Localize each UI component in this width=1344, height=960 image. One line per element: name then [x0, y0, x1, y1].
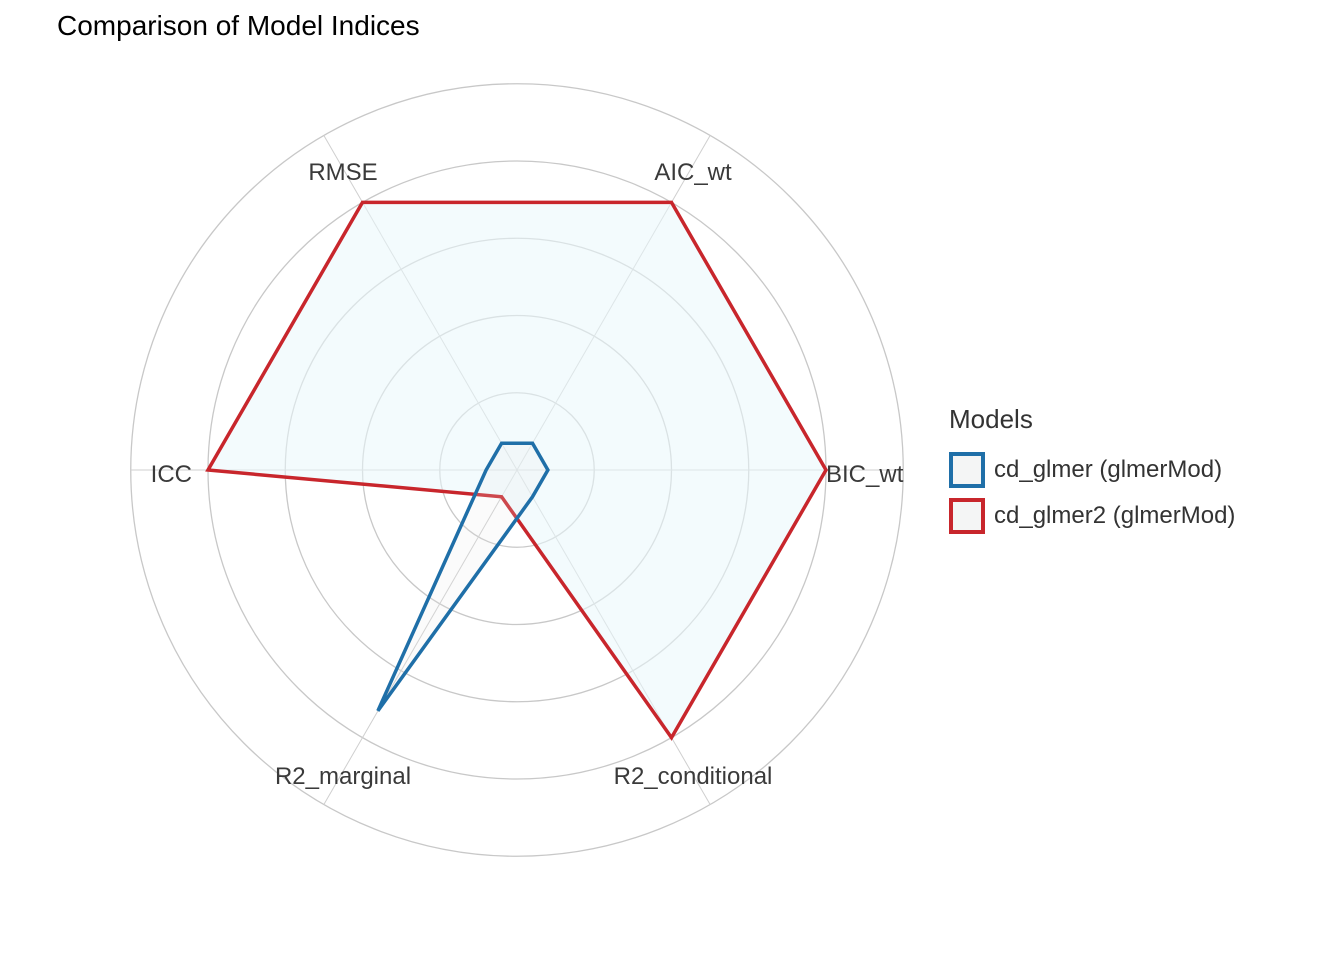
axis-label-layer: BIC_wt AIC_wt RMSE ICC R2_marginal R2_conditi…: [151, 159, 904, 790]
spoke-r2-marginal: [323, 469, 518, 805]
axis-label-r2-marginal: R2_marginal: [275, 763, 411, 790]
axis-label-r2-conditional: R2_conditional: [614, 763, 773, 790]
legend: Models cd_glmer (glmerMod) cd_glmer2 (gl…: [949, 404, 1235, 539]
axis-label-aic-wt: AIC_wt: [654, 159, 732, 186]
axis-label-rmse: RMSE: [308, 159, 377, 186]
legend-label-cd-glmer2: cd_glmer2 (glmerMod): [994, 502, 1236, 529]
legend-key-cd-glmer2: [949, 498, 985, 534]
axis-label-bic-wt: BIC_wt: [826, 461, 904, 488]
legend-key-cd-glmer: [949, 452, 985, 488]
legend-title: Models: [949, 404, 1033, 434]
series-polygon-cd-glmer2-glmermod: [205, 200, 829, 741]
series-polygon-cd-glmer-glmermod: [376, 441, 550, 712]
legend-item-cd-glmer: cd_glmer (glmerMod): [949, 447, 1235, 493]
chart-title: Comparison of Model Indices: [57, 10, 420, 41]
axis-label-icc: ICC: [151, 461, 192, 488]
legend-label-cd-glmer: cd_glmer (glmerMod): [994, 456, 1223, 483]
legend-item-cd-glmer2: cd_glmer2 (glmerMod): [949, 493, 1235, 539]
series-layer: [205, 200, 829, 741]
